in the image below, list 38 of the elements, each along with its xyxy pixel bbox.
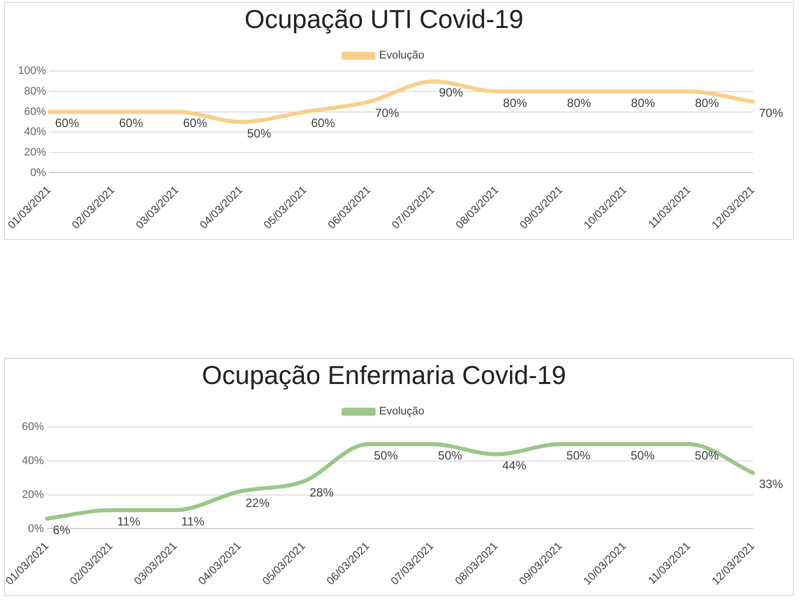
- data-label: 90%: [439, 86, 464, 100]
- data-label: 70%: [375, 106, 400, 120]
- data-label: 70%: [759, 106, 784, 120]
- data-label: 50%: [374, 448, 398, 462]
- y-tick-label: 0%: [28, 522, 44, 535]
- data-label: 6%: [52, 522, 71, 537]
- y-tick-label: 20%: [22, 488, 44, 501]
- data-label: 80%: [567, 96, 592, 110]
- y-tick-label: 40%: [22, 455, 44, 468]
- data-label: 11%: [181, 514, 205, 528]
- data-label: 60%: [311, 116, 336, 130]
- y-tick-label: 20%: [24, 146, 46, 158]
- data-label: 11%: [117, 514, 141, 528]
- data-label: 80%: [503, 96, 528, 110]
- legend-label: Evolução: [379, 50, 424, 62]
- data-label: 50%: [247, 126, 272, 140]
- chart-title: Ocupação UTI Covid-19: [244, 4, 524, 34]
- chart-title: Ocupação Enfermaria Covid-19: [202, 360, 566, 390]
- data-label: 50%: [630, 448, 655, 462]
- data-label: 22%: [245, 496, 270, 510]
- data-label: 60%: [119, 116, 144, 130]
- data-label: 80%: [631, 96, 656, 110]
- data-label: 80%: [695, 96, 720, 110]
- data-label: 60%: [55, 116, 80, 130]
- data-label: 50%: [694, 448, 720, 462]
- legend-label: Evolução: [379, 406, 424, 418]
- y-tick-label: 80%: [24, 86, 46, 98]
- data-label: 50%: [566, 448, 591, 462]
- y-tick-label: 60%: [22, 421, 44, 434]
- y-tick-label: 40%: [24, 126, 46, 138]
- y-tick-label: 0%: [30, 166, 46, 179]
- data-label: 44%: [502, 458, 527, 473]
- data-label: 33%: [759, 477, 784, 492]
- y-tick-label: 100%: [18, 65, 46, 78]
- data-label: 28%: [310, 486, 334, 500]
- y-tick-label: 60%: [24, 106, 46, 118]
- data-label: 60%: [183, 116, 208, 130]
- data-label: 50%: [438, 448, 462, 462]
